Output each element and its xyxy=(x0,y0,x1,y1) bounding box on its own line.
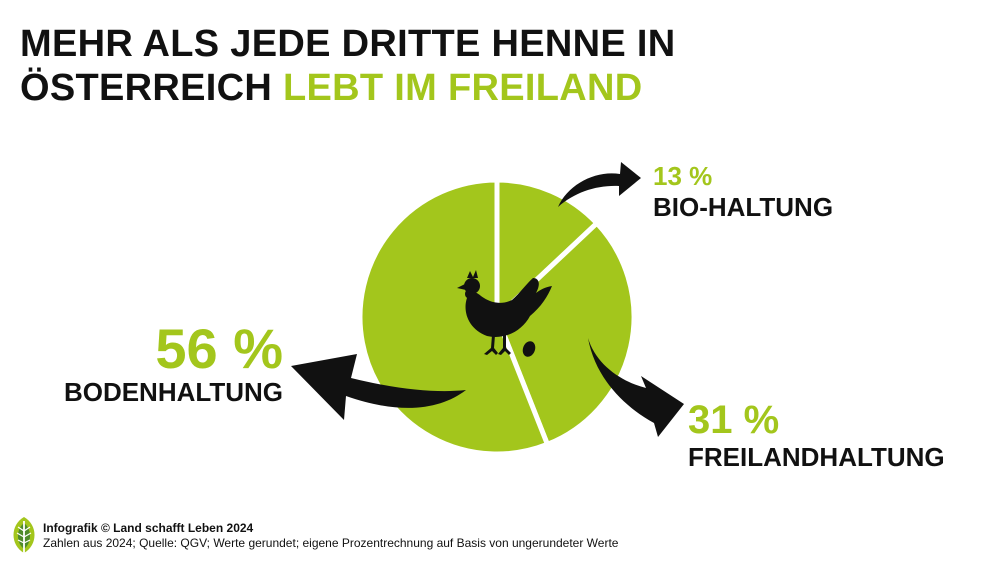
label-value-freiland: 31 % xyxy=(688,398,779,442)
pie-slices xyxy=(357,177,637,457)
hen-with-egg-icon xyxy=(457,270,552,357)
pie-slice-boden xyxy=(357,177,550,457)
label-category-freiland: FREILANDHALTUNG xyxy=(688,442,945,472)
title-line-2-black: ÖSTERREICH xyxy=(20,67,283,109)
leaf-logo-icon xyxy=(13,517,35,556)
label-category-bio: BIO-HALTUNG xyxy=(653,192,833,222)
arrow-freiland xyxy=(588,338,684,437)
title-line-2: ÖSTERREICH LEBT IM FREILAND xyxy=(20,66,675,110)
label-value-bio: 13 % xyxy=(653,161,712,191)
footer: Infografik © Land schafft Leben 2024 Zah… xyxy=(43,521,618,551)
arrow-boden xyxy=(291,354,466,420)
label-category-boden: BODENHALTUNG xyxy=(64,377,283,407)
pie-slice-freiland xyxy=(494,220,637,447)
arrow-bio xyxy=(558,162,641,207)
pie-slice-bio xyxy=(494,177,600,320)
arrows xyxy=(291,162,684,437)
footer-source: Zahlen aus 2024; Quelle: QGV; Werte geru… xyxy=(43,536,619,550)
label-value-boden: 56 % xyxy=(155,317,283,380)
title-line-2-green: LEBT IM FREILAND xyxy=(283,67,643,109)
chart-title: MEHR ALS JEDE DRITTE HENNE IN ÖSTERREICH… xyxy=(20,22,675,110)
footer-credit: Infografik © Land schafft Leben 2024 xyxy=(43,521,254,535)
title-line-1: MEHR ALS JEDE DRITTE HENNE IN xyxy=(20,23,676,65)
